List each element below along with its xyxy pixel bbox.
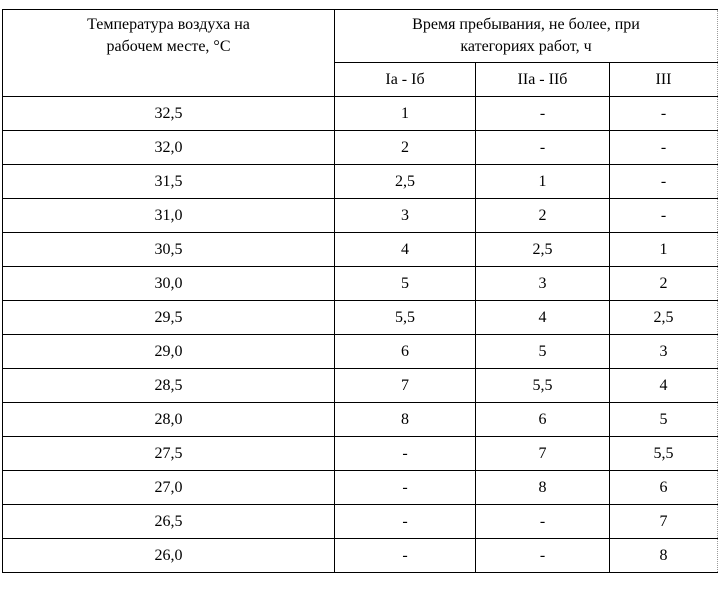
time-header-line1: Время пребывания, не более, при <box>412 16 640 33</box>
category-1-cell: 2 <box>334 130 476 165</box>
temperature-header-line1: Температура воздуха на <box>87 16 250 33</box>
category-3-cell: 2 <box>609 266 718 301</box>
category-3-cell: 5,5 <box>609 436 718 471</box>
category-2-cell: 2,5 <box>475 232 610 267</box>
category-2-cell: - <box>475 96 610 131</box>
temperature-cell: 27,0 <box>2 470 335 505</box>
category-3-cell: - <box>609 130 718 165</box>
table-row: 32,5 1- - <box>2 96 718 131</box>
category-2-cell: 4 <box>475 300 610 335</box>
exposure-time-header: Время пребывания, не более, при категори… <box>334 9 718 63</box>
temperature-column-header: Температура воздуха на рабочем месте, °С <box>2 9 335 97</box>
category-3-cell: 3 <box>609 334 718 369</box>
time-header-line2: категориях работ, ч <box>460 38 592 55</box>
category-1-cell: - <box>334 538 476 573</box>
category-1-cell: 5 <box>334 266 476 301</box>
category-2-cell: - <box>475 538 610 573</box>
exposure-time-table: Температура воздуха на рабочем месте, °С… <box>2 9 718 573</box>
table-row: 32,0 2- - <box>2 130 718 165</box>
category-1-cell: 1 <box>334 96 476 131</box>
category-1-cell: - <box>334 436 476 471</box>
category-3-cell: 2,5 <box>609 300 718 335</box>
category-2-cell: 5,5 <box>475 368 610 403</box>
temperature-cell: 31,0 <box>2 198 335 233</box>
table-row: 29,0 6 5 3 <box>2 334 718 369</box>
temperature-header-line2: рабочем месте, °С <box>106 38 231 55</box>
temperature-cell: 32,5 <box>2 96 335 131</box>
category-1-cell: 3 <box>334 198 476 233</box>
category-1-cell: 5,5 <box>334 300 476 335</box>
temperature-cell: 31,5 <box>2 164 335 199</box>
table-row: 26,5- -7 <box>2 504 718 539</box>
temperature-cell: 30,5 <box>2 232 335 267</box>
category-1-cell: - <box>334 470 476 505</box>
temperature-cell: 28,5 <box>2 368 335 403</box>
category-2-cell: 2 <box>475 198 610 233</box>
temperature-cell: 29,5 <box>2 300 335 335</box>
category-3-cell: - <box>609 164 718 199</box>
category-header-3: III <box>609 62 718 97</box>
category-3-cell: 7 <box>609 504 718 539</box>
category-2-cell: 6 <box>475 402 610 437</box>
temperature-cell: 30,0 <box>2 266 335 301</box>
category-header-1: Ia - Iб <box>334 62 476 97</box>
category-2-cell: 5 <box>475 334 610 369</box>
table-row: 28,0 8 6 5 <box>2 402 718 437</box>
category-3-cell: 5 <box>609 402 718 437</box>
table-row: 31,5 2,5 1- <box>2 164 718 199</box>
category-3-cell: 6 <box>609 470 718 505</box>
temperature-cell: 26,0 <box>2 538 335 573</box>
category-2-cell: 3 <box>475 266 610 301</box>
table-row: 28,5 7 5,5 4 <box>2 368 718 403</box>
category-2-cell: 8 <box>475 470 610 505</box>
category-1-cell: 4 <box>334 232 476 267</box>
temperature-cell: 28,0 <box>2 402 335 437</box>
table-body: 32,5 1- -32,0 2- -31,5 2,5 1-31,0 3 2-30,5 4 2,5 1 3… <box>2 96 718 573</box>
table-header-row: Температура воздуха на рабочем месте, °С… <box>2 9 718 97</box>
temperature-cell: 29,0 <box>2 334 335 369</box>
category-2-cell: 1 <box>475 164 610 199</box>
category-3-cell: 1 <box>609 232 718 267</box>
table-row: 30,0 5 3 2 <box>2 266 718 301</box>
category-3-cell: - <box>609 198 718 233</box>
category-1-cell: 8 <box>334 402 476 437</box>
category-3-cell: 4 <box>609 368 718 403</box>
category-1-cell: 7 <box>334 368 476 403</box>
category-header-row: Ia - Iб IIa - IIб III <box>3 62 718 97</box>
category-3-cell: 8 <box>609 538 718 573</box>
table-row: 27,5-7 5,5 <box>2 436 718 471</box>
temperature-cell: 32,0 <box>2 130 335 165</box>
category-header-2: IIa - IIб <box>475 62 610 97</box>
temperature-cell: 27,5 <box>2 436 335 471</box>
table-row: 31,0 3 2- <box>2 198 718 233</box>
category-2-cell: - <box>475 504 610 539</box>
category-1-cell: 6 <box>334 334 476 369</box>
category-2-cell: - <box>475 130 610 165</box>
table-row: 26,0- -8 <box>2 538 718 573</box>
category-3-cell: - <box>609 96 718 131</box>
table-row: 27,0-8 6 <box>2 470 718 505</box>
category-1-cell: - <box>334 504 476 539</box>
category-2-cell: 7 <box>475 436 610 471</box>
category-1-cell: 2,5 <box>334 164 476 199</box>
table-row: 29,5 5,5 4 2,5 <box>2 300 718 335</box>
table-row: 30,5 4 2,5 1 <box>2 232 718 267</box>
temperature-cell: 26,5 <box>2 504 335 539</box>
